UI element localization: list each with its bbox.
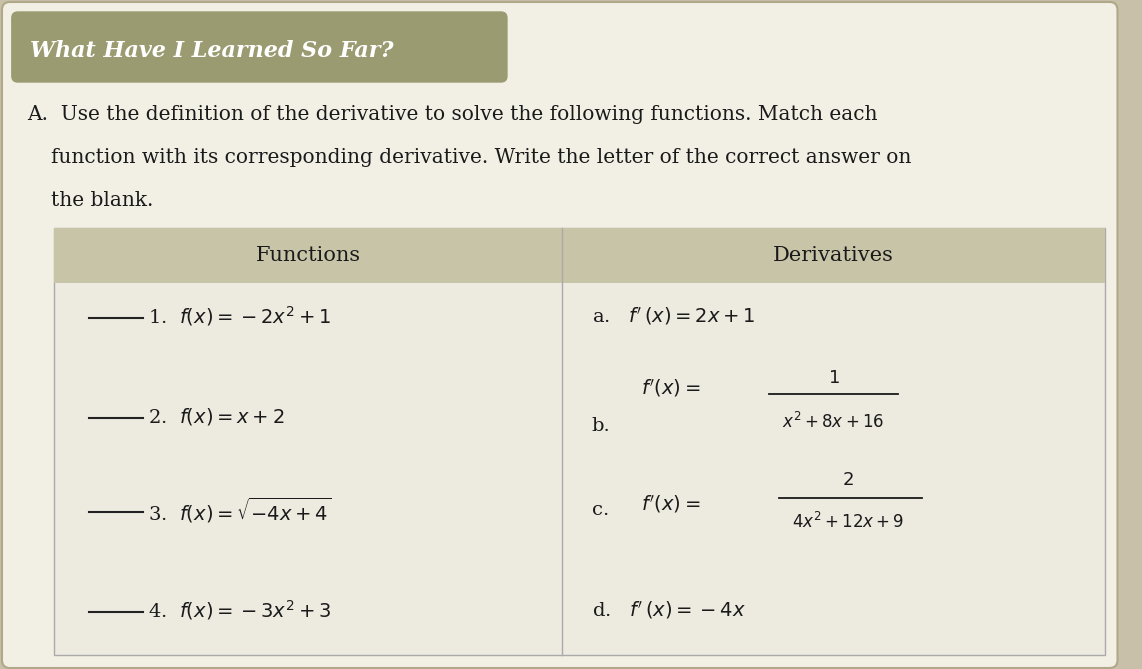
Text: 4.  $f(x) = -3x^2 + 3$: 4. $f(x) = -3x^2 + 3$	[148, 598, 331, 622]
Text: $f'(x) =$: $f'(x) =$	[641, 493, 701, 515]
Text: $2$: $2$	[843, 471, 854, 489]
Text: c.: c.	[592, 501, 609, 519]
Text: Functions: Functions	[256, 246, 361, 265]
Text: 1.  $f(x) = -2x^2 + 1$: 1. $f(x) = -2x^2 + 1$	[148, 304, 331, 328]
Text: $4x^2 + 12x + 9$: $4x^2 + 12x + 9$	[793, 512, 904, 532]
Text: the blank.: the blank.	[51, 191, 154, 210]
Bar	[55, 228, 1104, 655]
Text: function with its corresponding derivative. Write the letter of the correct answ: function with its corresponding derivati…	[51, 148, 911, 167]
FancyBboxPatch shape	[11, 12, 507, 82]
Text: A.  Use the definition of the derivative to solve the following functions. Match: A. Use the definition of the derivative …	[27, 105, 878, 124]
Text: b.: b.	[592, 417, 611, 435]
Text: d.   $f'\,(x) = -4x$: d. $f'\,(x) = -4x$	[592, 599, 746, 621]
FancyBboxPatch shape	[2, 2, 1118, 668]
Text: $1$: $1$	[828, 369, 839, 387]
Text: a.   $f'\,(x) = 2x + 1$: a. $f'\,(x) = 2x + 1$	[592, 305, 755, 327]
Text: 2.  $f(x) = x + 2$: 2. $f(x) = x + 2$	[148, 405, 284, 427]
Text: What Have I Learned So Far?: What Have I Learned So Far?	[30, 40, 393, 62]
Bar	[55, 228, 1104, 283]
Text: 3.  $f(x) = \sqrt{-4x+4}$: 3. $f(x) = \sqrt{-4x+4}$	[148, 496, 331, 524]
Text: Derivatives: Derivatives	[773, 246, 894, 265]
Text: $x^2 + 8x + 16$: $x^2 + 8x + 16$	[782, 412, 885, 432]
Text: $f'(x) =$: $f'(x) =$	[641, 377, 701, 399]
